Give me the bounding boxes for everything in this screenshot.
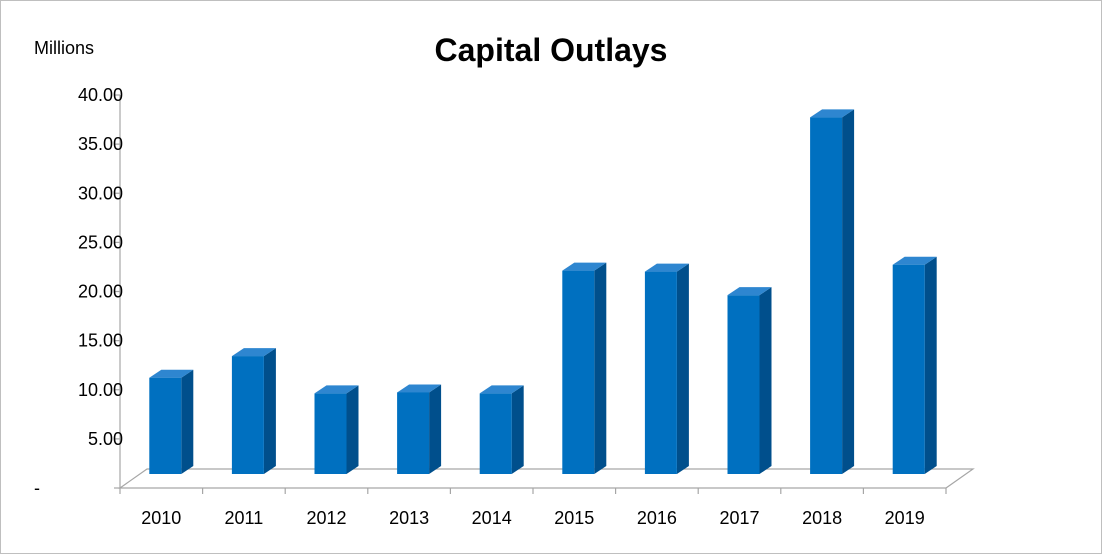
y-tick-label: 5.00 — [88, 429, 123, 449]
bar — [149, 377, 182, 474]
bar-top — [892, 256, 937, 265]
bar — [810, 117, 843, 474]
bar-top — [231, 348, 276, 357]
bar — [397, 392, 430, 474]
bar — [727, 295, 760, 474]
bar-side — [181, 369, 194, 474]
chart-title: Capital Outlays — [434, 32, 668, 68]
bar-side — [429, 384, 442, 474]
bar-side — [511, 385, 524, 474]
x-tick-label: 2011 — [225, 508, 264, 528]
bar — [231, 356, 264, 474]
y-tick-label: 25.00 — [78, 232, 123, 252]
bar-side — [676, 263, 689, 474]
y-tick-label: 15.00 — [78, 331, 123, 351]
bar-top — [644, 263, 689, 272]
x-tick-label: 2013 — [389, 508, 429, 528]
x-tick-label: 2019 — [885, 508, 925, 528]
bar-top — [562, 262, 607, 271]
bar — [479, 393, 512, 474]
x-tick-label: 2010 — [141, 508, 181, 528]
unit-label: Millions — [34, 38, 95, 58]
y-tick-label: 10.00 — [78, 380, 123, 400]
bar — [892, 264, 925, 474]
bar-side — [924, 256, 937, 474]
bar-side — [346, 385, 359, 474]
x-tick-label: 2017 — [719, 508, 759, 528]
bar-top — [149, 369, 194, 378]
bar-top — [479, 385, 524, 394]
x-tick-label: 2016 — [637, 508, 677, 528]
y-tick-label: 30.00 — [78, 183, 123, 203]
y-tick-label: 20.00 — [78, 282, 123, 302]
y-tick-label: 40.00 — [78, 85, 123, 105]
bar-top — [397, 384, 442, 393]
bar-top — [727, 287, 772, 296]
bar — [562, 270, 595, 474]
x-tick-label: 2015 — [554, 508, 594, 528]
bar-side — [263, 348, 276, 474]
x-tick-label: 2014 — [472, 508, 512, 528]
bar-side — [842, 109, 855, 474]
x-tick-label: 2012 — [306, 508, 346, 528]
bar-side — [759, 287, 772, 474]
bar-top — [314, 385, 359, 394]
x-tick-label: 2018 — [802, 508, 842, 528]
bar — [644, 271, 677, 474]
y-tick-label: - — [34, 478, 40, 498]
bar-top — [810, 109, 855, 118]
bar-side — [594, 262, 607, 474]
bar — [314, 393, 347, 474]
y-tick-label: 35.00 — [78, 134, 123, 154]
